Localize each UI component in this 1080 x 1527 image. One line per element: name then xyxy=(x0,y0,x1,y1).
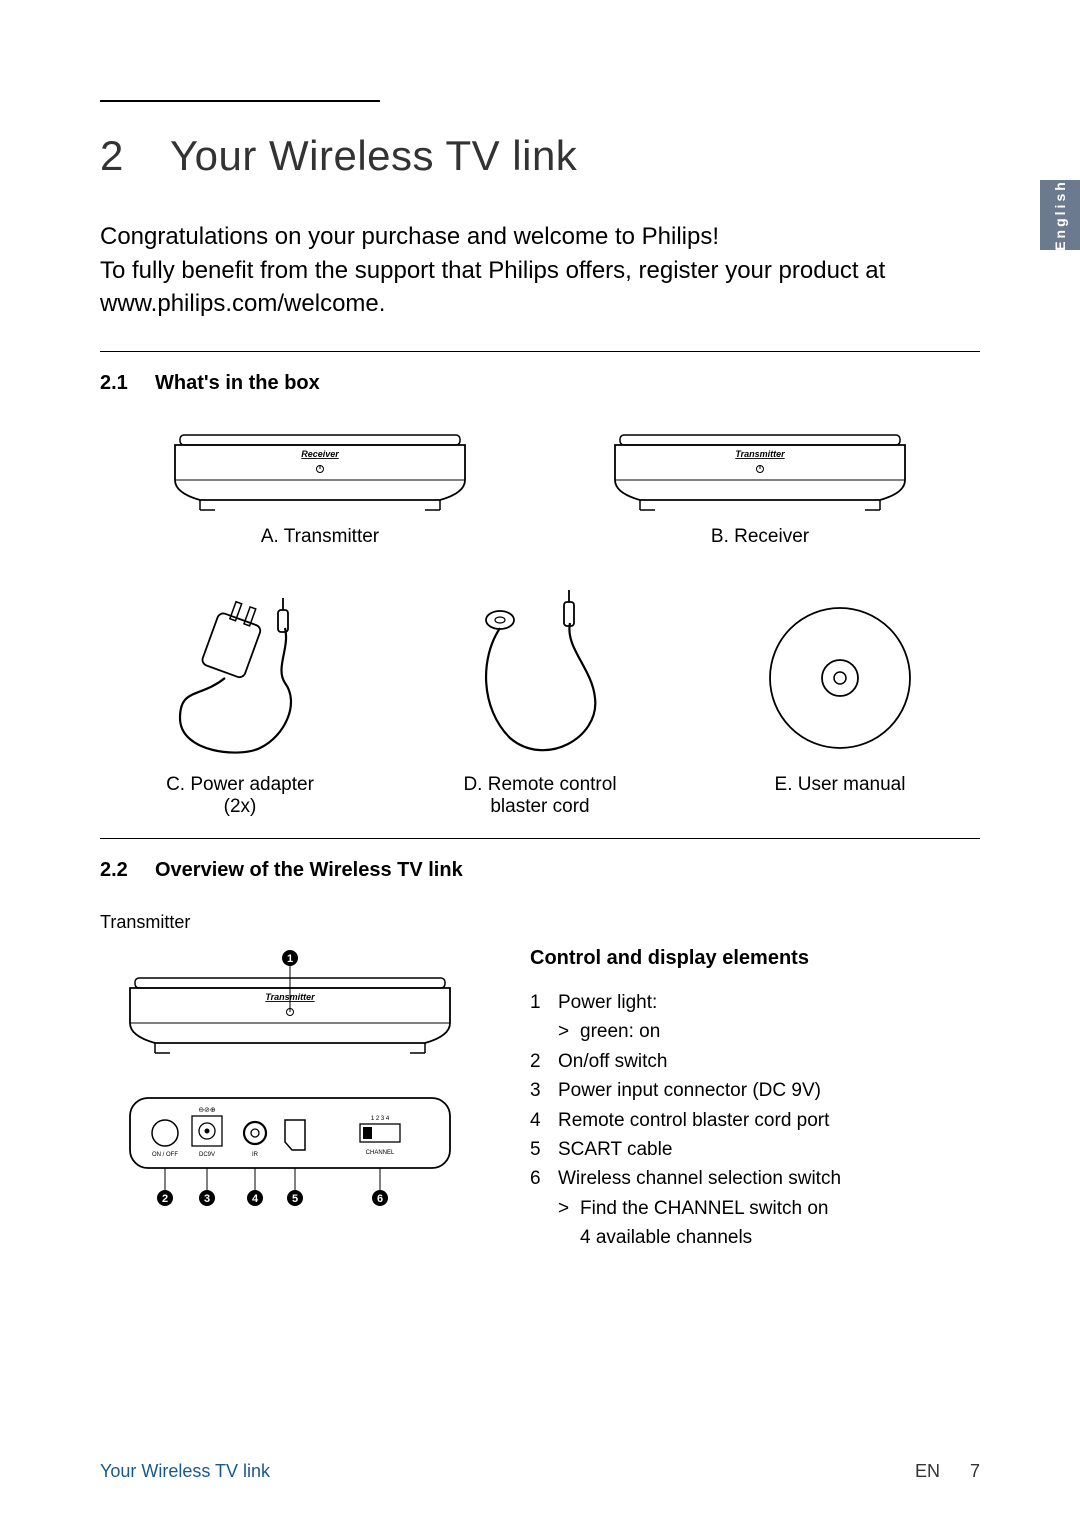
svg-text:⊖⊘⊕: ⊖⊘⊕ xyxy=(198,1107,216,1114)
control-elements-heading: Control and display elements xyxy=(530,947,980,970)
section-2-1-num: 2.1 xyxy=(100,372,155,395)
svg-text:Receiver: Receiver xyxy=(301,449,339,459)
svg-text:2: 2 xyxy=(162,1193,168,1205)
chapter-heading: 2Your Wireless TV link xyxy=(100,132,980,180)
transmitter-icon: Receiver xyxy=(160,425,480,520)
divider-2 xyxy=(100,838,980,839)
svg-text:1 2 3 4: 1 2 3 4 xyxy=(371,1116,390,1122)
control-list-item: 4Remote control blaster cord port xyxy=(530,1106,980,1135)
item-power-adapter: C. Power adapter (2x) xyxy=(150,588,330,818)
svg-text:ON / OFF: ON / OFF xyxy=(152,1152,178,1158)
control-list-item: 3Power input connector (DC 9V) xyxy=(530,1076,980,1105)
item-user-manual: E. User manual xyxy=(750,588,930,818)
section-2-2-heading: 2.2Overview of the Wireless TV link xyxy=(100,859,980,882)
chapter-number: 2 xyxy=(100,132,170,180)
control-list-item: 2On/off switch xyxy=(530,1047,980,1076)
footer-section: Your Wireless TV link xyxy=(100,1461,270,1482)
overview-diagram-col: Transmitter Transmitter xyxy=(100,912,480,1253)
overview-left-label: Transmitter xyxy=(100,912,480,933)
svg-text:Transmitter: Transmitter xyxy=(735,449,785,459)
footer-page-num: 7 xyxy=(970,1461,980,1481)
item-blaster-cord: D. Remote control blaster cord xyxy=(450,588,630,818)
control-list-item: >Find the CHANNEL switch on xyxy=(530,1194,980,1223)
item-d-label-2: blaster cord xyxy=(450,796,630,818)
svg-text:5: 5 xyxy=(292,1193,298,1205)
power-adapter-icon xyxy=(150,588,330,768)
box-row-2: C. Power adapter (2x) D. Remote control … xyxy=(100,588,980,818)
svg-text:DC9V: DC9V xyxy=(199,1152,215,1158)
control-list-item: >green: on xyxy=(530,1017,980,1046)
control-elements-list: 1Power light:>green: on2On/off switch3Po… xyxy=(530,988,980,1253)
item-c-label-2: (2x) xyxy=(150,796,330,818)
footer-page-info: EN 7 xyxy=(915,1461,980,1482)
section-2-2-num: 2.2 xyxy=(100,859,155,882)
control-list-item: 4 available channels xyxy=(530,1223,980,1252)
chapter-rule xyxy=(100,100,380,102)
footer-lang: EN xyxy=(915,1461,940,1481)
section-2-1-heading: 2.1What's in the box xyxy=(100,372,980,395)
svg-text:4: 4 xyxy=(252,1193,259,1205)
svg-text:CHANNEL: CHANNEL xyxy=(366,1150,395,1156)
svg-text:3: 3 xyxy=(204,1193,210,1205)
svg-text:IR: IR xyxy=(252,1152,259,1158)
overview-block: Transmitter Transmitter xyxy=(100,912,980,1253)
control-list-item: 5SCART cable xyxy=(530,1135,980,1164)
user-manual-icon xyxy=(750,588,930,768)
intro-line-1: Congratulations on your purchase and wel… xyxy=(100,223,719,250)
receiver-icon: Transmitter xyxy=(600,425,920,520)
transmitter-diagram-icon: Transmitter 1 ON / OFF xyxy=(100,948,480,1228)
page-content: 2Your Wireless TV link Congratulations o… xyxy=(0,0,1080,1527)
svg-text:1: 1 xyxy=(287,953,293,965)
divider-1 xyxy=(100,351,980,352)
intro-paragraph: Congratulations on your purchase and wel… xyxy=(100,220,980,321)
section-2-2-title: Overview of the Wireless TV link xyxy=(155,859,463,881)
item-a-label: A. Transmitter xyxy=(160,526,480,548)
item-transmitter: Receiver A. Transmitter xyxy=(160,425,480,548)
item-e-label: E. User manual xyxy=(750,774,930,796)
page-footer: Your Wireless TV link EN 7 xyxy=(100,1461,980,1482)
item-c-label-1: C. Power adapter xyxy=(150,774,330,796)
item-receiver: Transmitter B. Receiver xyxy=(600,425,920,548)
svg-text:6: 6 xyxy=(377,1193,383,1205)
intro-line-2: To fully benefit from the support that P… xyxy=(100,257,885,318)
blaster-cord-icon xyxy=(450,588,630,768)
item-b-label: B. Receiver xyxy=(600,526,920,548)
control-list-item: 1Power light: xyxy=(530,988,980,1017)
item-d-label-1: D. Remote control xyxy=(450,774,630,796)
box-row-1: Receiver A. Transmitter Transmitter B. R… xyxy=(100,425,980,548)
chapter-title: Your Wireless TV link xyxy=(170,132,577,179)
section-2-1-title: What's in the box xyxy=(155,372,320,394)
control-list-item: 6Wireless channel selection switch xyxy=(530,1164,980,1193)
overview-text-col: Control and display elements 1Power ligh… xyxy=(530,912,980,1253)
